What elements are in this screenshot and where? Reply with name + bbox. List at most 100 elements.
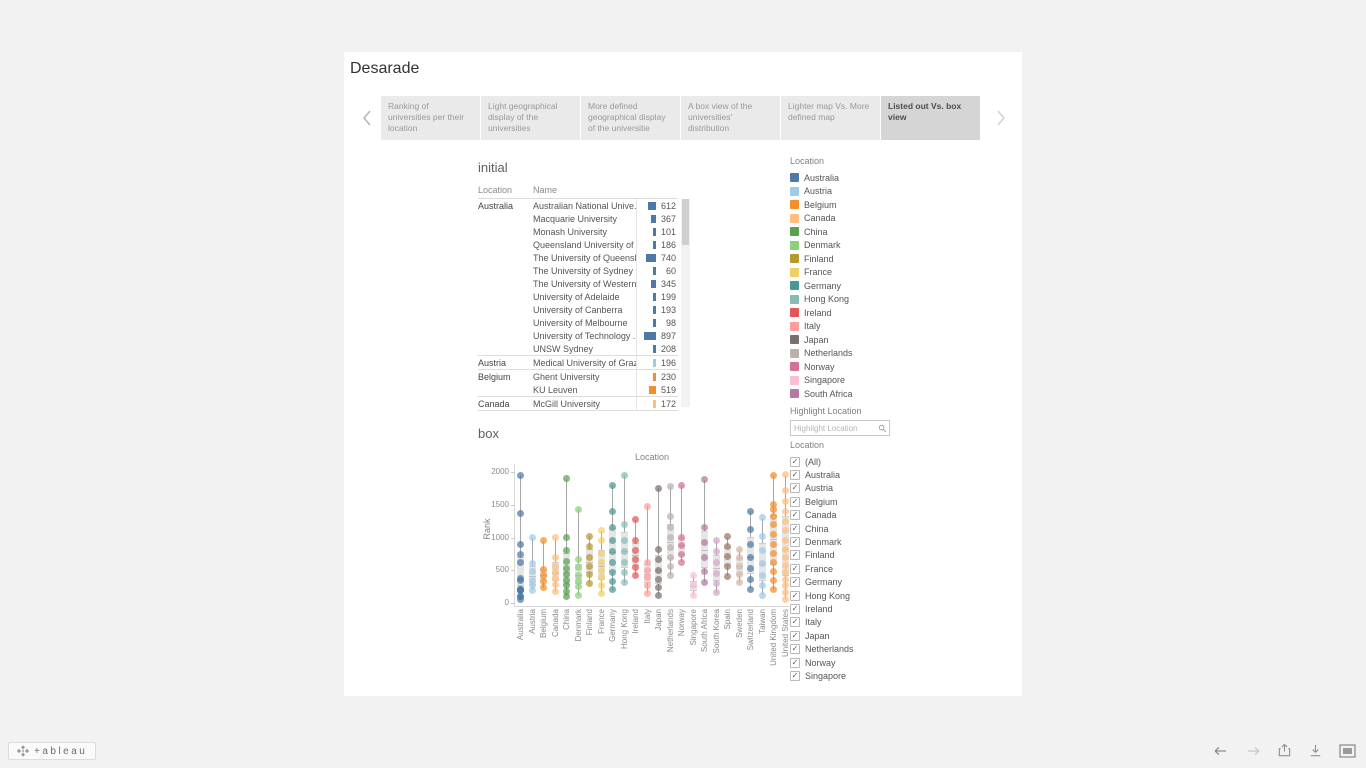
box-point[interactable] (517, 559, 525, 567)
checkbox[interactable]: ✓ (790, 670, 800, 681)
x-axis-category-label[interactable]: South Africa (700, 609, 710, 653)
box-point[interactable] (689, 571, 697, 579)
box-point[interactable] (712, 570, 720, 578)
box-point[interactable] (689, 591, 697, 599)
box-point[interactable] (528, 586, 536, 594)
table-scrollbar[interactable] (681, 199, 690, 407)
filter-checkbox-item[interactable]: ✓ Belgium (790, 495, 854, 508)
box-point[interactable] (724, 543, 732, 551)
box-point[interactable] (678, 551, 686, 559)
box-point[interactable] (666, 553, 674, 561)
sheet-tab[interactable]: Light geographical display of the univer… (481, 96, 580, 140)
box-point[interactable] (758, 514, 766, 522)
sheet-tab[interactable]: Ranking of universities per their locati… (381, 96, 480, 140)
box-point[interactable] (597, 566, 605, 574)
x-axis-category-label[interactable]: Spain (723, 609, 733, 630)
table-row[interactable]: University of Melbourne 98 (478, 316, 678, 329)
box-point[interactable] (781, 582, 789, 590)
box-point[interactable] (701, 476, 709, 484)
checkbox[interactable]: ✓ (790, 644, 800, 655)
undo-icon[interactable] (1213, 744, 1229, 758)
table-row[interactable]: University of Adelaide 199 (478, 290, 678, 303)
x-axis-category-label[interactable]: Netherlands (665, 609, 675, 653)
legend-item[interactable]: Australia (790, 171, 853, 185)
box-point[interactable] (632, 516, 640, 524)
box-point[interactable] (551, 581, 559, 589)
box-point[interactable] (701, 568, 709, 576)
filter-checkbox-item[interactable]: ✓ Singapore (790, 669, 854, 682)
checkbox[interactable]: ✓ (790, 470, 800, 481)
box-point[interactable] (655, 545, 663, 553)
box-point[interactable] (597, 589, 605, 597)
box-point[interactable] (678, 481, 686, 489)
box-point[interactable] (758, 532, 766, 540)
checkbox[interactable]: ✓ (790, 630, 800, 641)
box-point[interactable] (701, 539, 709, 547)
legend-item[interactable]: Norway (790, 360, 853, 374)
tableau-logo[interactable]: +ableau (8, 742, 97, 760)
box-point[interactable] (574, 556, 582, 564)
legend-item[interactable]: Hong Kong (790, 293, 853, 307)
x-axis-category-label[interactable]: Austria (527, 609, 537, 634)
box-point[interactable] (620, 520, 628, 528)
box-point[interactable] (528, 568, 536, 576)
filter-checkbox-item[interactable]: ✓ China (790, 522, 854, 535)
box-point[interactable] (770, 501, 778, 509)
box-point[interactable] (597, 582, 605, 590)
x-axis-category-label[interactable]: Germany (608, 609, 618, 642)
filter-checkbox-item[interactable]: ✓ Finland (790, 549, 854, 562)
box-point[interactable] (563, 592, 571, 600)
box-point[interactable] (597, 573, 605, 581)
box-point[interactable] (747, 575, 755, 583)
x-axis-category-label[interactable]: Sweden (734, 609, 744, 638)
filter-checkbox-item[interactable]: ✓ Hong Kong (790, 589, 854, 602)
box-point[interactable] (758, 547, 766, 555)
box-point[interactable] (609, 568, 617, 576)
box-point[interactable] (758, 560, 766, 568)
box-point[interactable] (528, 577, 536, 585)
box-point[interactable] (712, 548, 720, 556)
box-point[interactable] (712, 536, 720, 544)
box-point[interactable] (551, 553, 559, 561)
filter-checkbox-item[interactable]: ✓ Austria (790, 482, 854, 495)
box-point[interactable] (574, 571, 582, 579)
table-row[interactable]: KU Leuven 519 (478, 383, 678, 396)
legend-item[interactable]: Belgium (790, 198, 853, 212)
box-point[interactable] (609, 537, 617, 545)
box-point[interactable] (643, 589, 651, 597)
box-point[interactable] (620, 558, 628, 566)
box-point[interactable] (528, 582, 536, 590)
checkbox[interactable]: ✓ (790, 537, 800, 548)
checkbox[interactable]: ✓ (790, 510, 800, 521)
box-point[interactable] (655, 556, 663, 564)
box-point[interactable] (758, 591, 766, 599)
checkbox[interactable]: ✓ (790, 657, 800, 668)
filter-checkbox-item[interactable]: ✓ Ireland (790, 602, 854, 615)
box-point[interactable] (770, 577, 778, 585)
table-row[interactable]: The University of Sydney 60 (478, 264, 678, 277)
box-point[interactable] (540, 565, 548, 573)
filter-checkbox-item[interactable]: ✓ Germany (790, 576, 854, 589)
box-point[interactable] (643, 573, 651, 581)
box-point[interactable] (781, 595, 789, 603)
box-point[interactable] (632, 556, 640, 564)
box-point[interactable] (563, 547, 571, 555)
x-axis-category-label[interactable]: Norway (677, 609, 687, 637)
x-axis-category-label[interactable]: Taiwan (757, 609, 767, 634)
x-axis-category-label[interactable]: Finland (585, 609, 595, 636)
box-point[interactable] (632, 571, 640, 579)
box-point[interactable] (517, 551, 525, 559)
box-point[interactable] (666, 562, 674, 570)
box-point[interactable] (770, 540, 778, 548)
box-point[interactable] (597, 549, 605, 557)
box-point[interactable] (586, 579, 594, 587)
box-point[interactable] (517, 585, 525, 593)
box-point[interactable] (666, 543, 674, 551)
x-axis-category-label[interactable]: South Korea (711, 609, 721, 654)
box-point[interactable] (770, 471, 778, 479)
box-point[interactable] (735, 571, 743, 579)
box-point[interactable] (563, 571, 571, 579)
box-point[interactable] (620, 547, 628, 555)
box-point[interactable] (643, 502, 651, 510)
box-point[interactable] (655, 484, 663, 492)
